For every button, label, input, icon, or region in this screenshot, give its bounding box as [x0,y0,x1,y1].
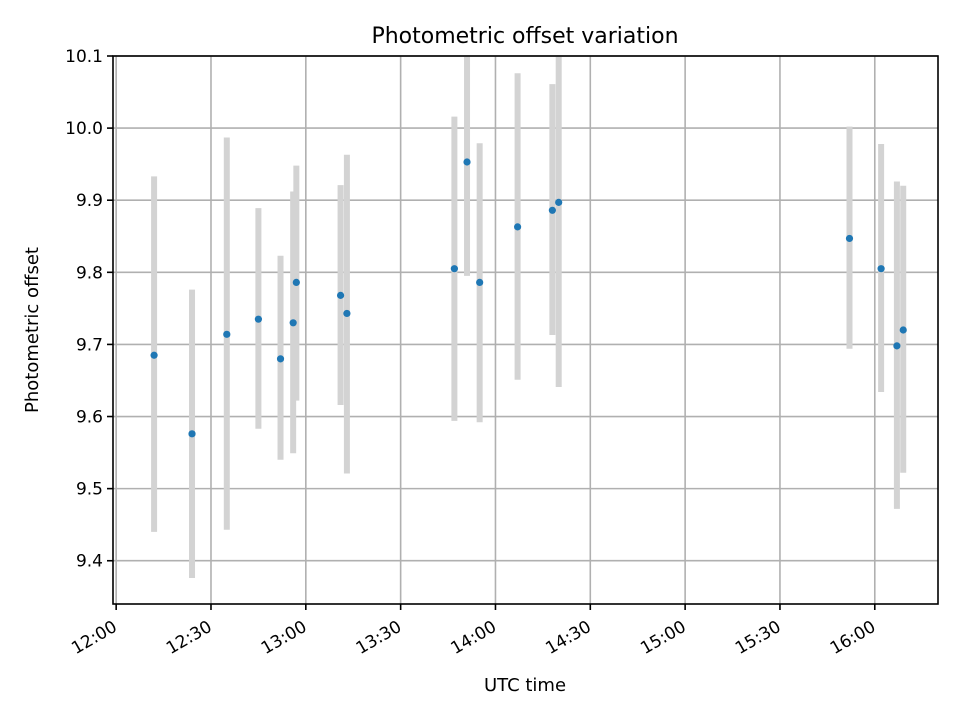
data-point [476,278,484,287]
y-tick-label: 9.8 [76,263,103,283]
y-tick-label: 9.5 [76,480,103,500]
chart-title: Photometric offset variation [371,24,678,49]
data-point [276,355,285,363]
data-point [343,309,351,318]
data-point [463,158,471,166]
data-point [336,291,345,299]
data-points [150,158,907,438]
data-point [899,326,907,334]
y-tick-label: 9.7 [76,335,103,355]
data-point [548,206,556,214]
data-point [254,315,263,323]
data-point [893,342,901,350]
data-point [289,319,297,327]
data-point [223,330,231,338]
y-tick-label: 9.6 [76,408,103,428]
grid [113,55,938,604]
data-point [555,198,563,206]
data-point [292,278,300,287]
data-point [845,234,854,243]
data-point [188,430,196,438]
y-tick-label: 9.9 [76,191,103,211]
data-point [450,265,458,273]
y-tick-label: 9.4 [76,552,103,572]
y-axis-label: Photometric offset [22,247,43,413]
data-point [150,351,158,359]
data-point [877,265,885,273]
x-axis-label: UTC time [484,675,566,696]
y-tick-label: 10.1 [65,47,103,67]
data-point [513,223,522,231]
y-tick-label: 10.0 [65,119,103,139]
plot-frame [112,55,939,605]
